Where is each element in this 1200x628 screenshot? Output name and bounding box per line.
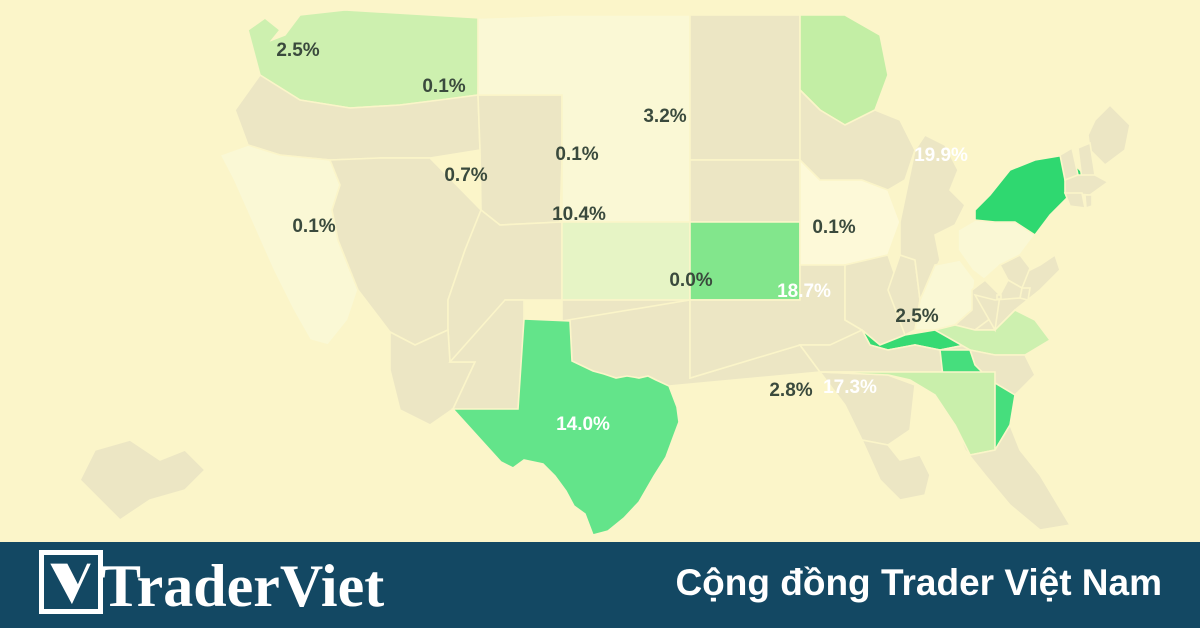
- svg-text:0.1%: 0.1%: [292, 216, 335, 237]
- svg-text:2.5%: 2.5%: [276, 40, 319, 61]
- svg-text:10.4%: 10.4%: [552, 204, 606, 225]
- svg-text:14.0%: 14.0%: [556, 414, 610, 435]
- svg-text:3.2%: 3.2%: [643, 106, 686, 127]
- svg-text:18.7%: 18.7%: [777, 281, 831, 302]
- svg-text:0.1%: 0.1%: [555, 144, 598, 165]
- svg-text:2.8%: 2.8%: [769, 380, 812, 401]
- svg-text:0.1%: 0.1%: [812, 217, 855, 238]
- svg-text:0.0%: 0.0%: [669, 270, 712, 291]
- svg-text:2.5%: 2.5%: [895, 306, 938, 327]
- svg-text:0.1%: 0.1%: [422, 76, 465, 97]
- svg-text:0.7%: 0.7%: [444, 165, 487, 186]
- svg-text:19.9%: 19.9%: [914, 145, 968, 166]
- svg-text:17.3%: 17.3%: [823, 377, 877, 398]
